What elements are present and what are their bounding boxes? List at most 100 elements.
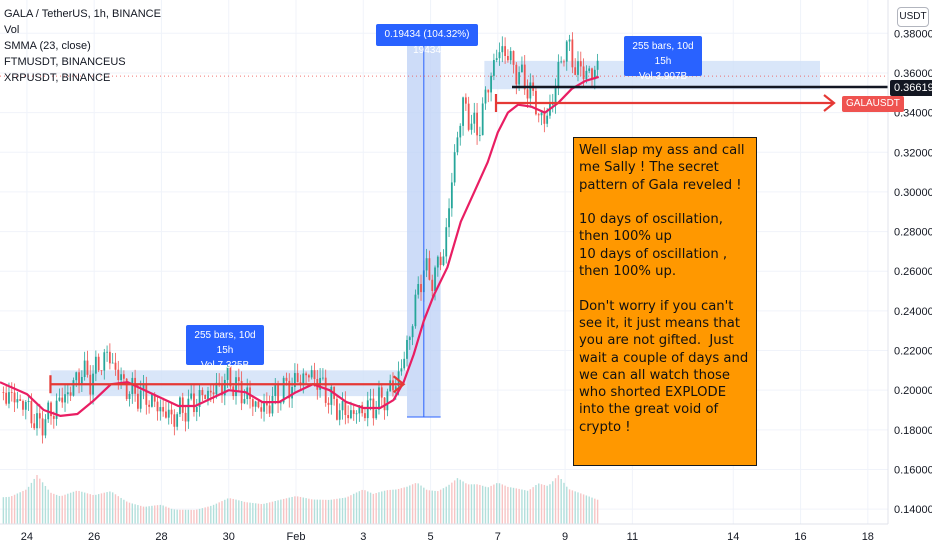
volume-bar-104 bbox=[294, 496, 296, 524]
volume-bar-149 bbox=[420, 485, 422, 524]
volume-bar-145 bbox=[409, 485, 411, 524]
candle-body-194 bbox=[546, 115, 549, 124]
volume-bar-212 bbox=[596, 499, 599, 524]
candle-body-21 bbox=[61, 397, 64, 403]
candle-body-62 bbox=[176, 414, 179, 427]
legend-smma[interactable]: SMMA (23, close) bbox=[4, 40, 91, 52]
y-tick-label-4: 0.22000 bbox=[894, 346, 932, 358]
volume-bar-51 bbox=[145, 506, 148, 524]
legend-vol[interactable]: Vol bbox=[4, 24, 20, 36]
volume-bar-77 bbox=[218, 502, 220, 524]
volume-bar-111 bbox=[313, 499, 316, 524]
currency-button[interactable]: USDT bbox=[897, 7, 929, 27]
volume-bar-22 bbox=[64, 494, 66, 524]
volume-bar-109 bbox=[308, 498, 310, 524]
volume-bar-45 bbox=[128, 502, 131, 524]
candle-body-86 bbox=[243, 399, 246, 404]
candle-body-208 bbox=[585, 70, 588, 80]
candle-body-7 bbox=[22, 400, 24, 410]
volume-bar-138 bbox=[389, 489, 391, 524]
candle-body-137 bbox=[386, 391, 389, 411]
candle-body-192 bbox=[540, 112, 543, 116]
volume-bar-100 bbox=[282, 498, 285, 524]
volume-bar-19 bbox=[55, 494, 58, 524]
volume-bar-203 bbox=[571, 490, 574, 524]
candle-body-126 bbox=[355, 413, 358, 415]
volume-bar-67 bbox=[190, 509, 192, 524]
y-tick-label-1: 0.16000 bbox=[894, 464, 932, 476]
candle-body-94 bbox=[265, 401, 268, 406]
volume-bar-5 bbox=[16, 493, 19, 524]
volume-bar-204 bbox=[574, 491, 576, 524]
candle-body-27 bbox=[78, 372, 80, 384]
candle-body-108 bbox=[305, 373, 307, 376]
candle-body-133 bbox=[375, 409, 378, 419]
candle-body-42 bbox=[120, 374, 122, 381]
volume-bar-13 bbox=[39, 478, 41, 524]
candle-body-176 bbox=[495, 58, 498, 60]
candle-body-183 bbox=[515, 64, 518, 85]
volume-bar-87 bbox=[246, 502, 248, 524]
legend-compare-xrp[interactable]: XRPUSDT, BINANCE bbox=[4, 72, 111, 84]
candle-body-116 bbox=[327, 402, 330, 405]
candle-body-80 bbox=[226, 366, 229, 380]
volume-bar-128 bbox=[361, 489, 363, 524]
volume-bar-56 bbox=[159, 504, 162, 524]
volume-bar-95 bbox=[268, 502, 271, 524]
range-left-volume: Vol 7.325B bbox=[200, 360, 250, 371]
volume-bar-169 bbox=[476, 484, 478, 524]
candle-body-135 bbox=[380, 387, 383, 398]
volume-bar-181 bbox=[510, 487, 512, 524]
candle-body-142 bbox=[400, 368, 403, 372]
y-tick-label-3: 0.20000 bbox=[894, 385, 932, 397]
candle-body-200 bbox=[563, 61, 565, 63]
volume-bar-53 bbox=[151, 505, 153, 524]
volume-bar-186 bbox=[524, 490, 526, 524]
volume-bar-166 bbox=[467, 484, 470, 524]
candle-body-127 bbox=[358, 405, 361, 414]
candle-body-34 bbox=[97, 356, 100, 371]
volume-bar-174 bbox=[490, 485, 492, 524]
volume-bar-48 bbox=[137, 505, 139, 524]
volume-bar-60 bbox=[170, 508, 173, 524]
candle-body-115 bbox=[324, 377, 327, 403]
volume-bar-59 bbox=[168, 507, 170, 524]
arrow-left-head bbox=[392, 375, 406, 394]
candle-body-49 bbox=[139, 390, 142, 409]
legend-compare-ftm[interactable]: FTMUSDT, BINANCEUS bbox=[4, 56, 126, 68]
range-left-label: 255 bars, 10d 15h Vol 7.325B bbox=[186, 325, 264, 371]
volume-bar-46 bbox=[131, 503, 134, 524]
candle-body-20 bbox=[58, 397, 61, 401]
volume-bar-54 bbox=[154, 505, 156, 524]
candle-body-43 bbox=[122, 374, 125, 379]
volume-bar-171 bbox=[481, 485, 484, 524]
volume-bar-199 bbox=[560, 478, 562, 524]
volume-bar-43 bbox=[123, 499, 125, 524]
candle-body-39 bbox=[111, 362, 114, 364]
volume-bar-102 bbox=[288, 497, 290, 524]
volume-bar-136 bbox=[383, 490, 386, 524]
candle-body-74 bbox=[209, 390, 212, 393]
y-tick-label-7: 0.28000 bbox=[894, 227, 932, 239]
candle-body-120 bbox=[338, 410, 341, 420]
candle-body-111 bbox=[313, 370, 316, 380]
volume-bar-167 bbox=[470, 484, 473, 524]
volume-bar-108 bbox=[305, 498, 307, 524]
candle-body-193 bbox=[543, 112, 546, 124]
legend-symbol[interactable]: GALA / TetherUS, 1h, BINANCE bbox=[4, 8, 161, 20]
volume-bar-29 bbox=[83, 492, 86, 524]
volume-bar-189 bbox=[532, 487, 534, 524]
volume-bar-68 bbox=[193, 509, 195, 524]
candle-body-18 bbox=[52, 416, 55, 419]
candle-body-8 bbox=[24, 402, 27, 410]
volume-bar-148 bbox=[417, 483, 419, 524]
candle-body-36 bbox=[103, 352, 106, 371]
candle-body-198 bbox=[557, 61, 560, 88]
annotation-note[interactable]: Well slap my ass and call me Sally ! The… bbox=[573, 137, 757, 466]
volume-bar-165 bbox=[465, 483, 467, 524]
candle-body-152 bbox=[428, 258, 431, 280]
candle-body-136 bbox=[383, 397, 386, 411]
candle-body-44 bbox=[125, 378, 128, 400]
volume-bar-158 bbox=[445, 486, 447, 524]
x-tick-label-10: 14 bbox=[727, 531, 739, 543]
